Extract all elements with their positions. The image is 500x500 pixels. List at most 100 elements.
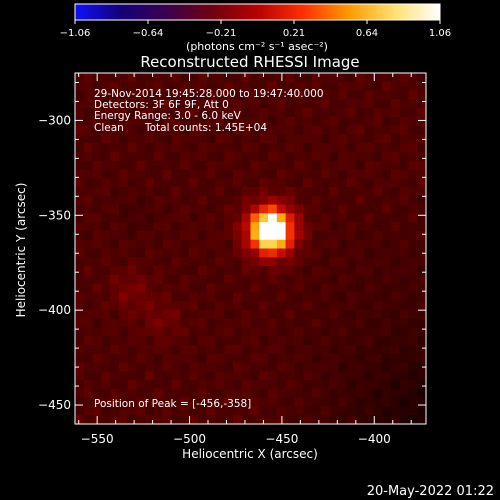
- heatmap-cell: [145, 266, 155, 276]
- heatmap-cell: [180, 301, 190, 311]
- heatmap-cell: [347, 134, 357, 144]
- heatmap-cell: [259, 371, 269, 381]
- heatmap-cell: [311, 222, 322, 232]
- heatmap-cell: [162, 239, 172, 249]
- heatmap-cell: [294, 415, 304, 424]
- heatmap-cell: [189, 318, 199, 328]
- heatmap-cell: [399, 274, 409, 284]
- heatmap-cell: [303, 274, 313, 284]
- heatmap-cell: [215, 108, 225, 118]
- colorbar-tick-label: 0.21: [283, 28, 305, 39]
- heatmap-cell: [153, 99, 164, 109]
- heatmap-cell: [75, 266, 85, 276]
- heatmap-cell: [197, 151, 208, 162]
- heatmap-cell: [329, 134, 339, 144]
- heatmap-cell: [259, 388, 269, 399]
- heatmap-cell: [162, 213, 172, 223]
- heatmap-cell: [162, 388, 172, 399]
- heatmap-cell: [259, 222, 269, 232]
- heatmap-cell: [75, 397, 85, 407]
- heatmap-cell: [285, 204, 295, 214]
- heatmap-cell: [83, 134, 93, 144]
- heatmap-cell: [329, 187, 339, 197]
- heatmap-cell: [390, 222, 401, 232]
- heatmap-cell: [206, 151, 216, 162]
- heatmap-cell: [311, 371, 322, 381]
- heatmap-cell: [189, 81, 199, 91]
- heatmap-cell: [153, 274, 164, 284]
- heatmap-cell: [268, 222, 278, 232]
- heatmap-cell: [417, 239, 426, 249]
- heatmap-cell: [189, 204, 199, 214]
- heatmap-cell: [75, 99, 85, 109]
- heatmap-cell: [364, 81, 374, 91]
- heatmap-cell: [241, 73, 251, 83]
- heatmap-cell: [241, 151, 251, 162]
- heatmap-cell: [197, 301, 208, 311]
- heatmap-cell: [171, 406, 181, 416]
- heatmap-cell: [232, 301, 243, 311]
- heatmap-cell: [276, 125, 286, 135]
- heatmap-cell: [382, 125, 392, 135]
- heatmap-cell: [373, 415, 383, 424]
- heatmap-cell: [232, 195, 243, 206]
- heatmap-cell: [399, 239, 409, 249]
- heatmap-cell: [153, 108, 164, 118]
- heatmap-cell: [162, 336, 172, 346]
- heatmap-cell: [408, 239, 418, 249]
- heatmap-cell: [224, 283, 234, 293]
- heatmap-cell: [294, 318, 304, 328]
- heatmap-cell: [276, 248, 286, 258]
- heatmap-cell: [408, 90, 418, 100]
- heatmap-cell: [373, 309, 383, 320]
- axis-ticks: −550 −500 −450 −400−300−350−400−450: [38, 73, 426, 446]
- heatmap-cell: [224, 239, 234, 249]
- heatmap-cell: [294, 301, 304, 311]
- heatmap-cell: [180, 160, 190, 170]
- heatmap-cell: [311, 239, 322, 249]
- heatmap-cell: [171, 169, 181, 179]
- heatmap-cell: [364, 371, 374, 381]
- heatmap-cell: [338, 327, 348, 337]
- heatmap-cell: [338, 134, 348, 144]
- heatmap-cell: [329, 318, 339, 328]
- heatmap-cell: [364, 309, 374, 320]
- heatmap-cell: [417, 257, 426, 267]
- heatmap-cell: [101, 345, 111, 355]
- heatmap-cell: [285, 257, 295, 267]
- heatmap-cell: [110, 388, 120, 399]
- heatmap-cell: [171, 143, 181, 153]
- heatmap-cell: [373, 353, 383, 363]
- heatmap-cell: [224, 204, 234, 214]
- heatmap-cell: [75, 213, 85, 223]
- heatmap-cell: [206, 301, 216, 311]
- heatmap-cell: [390, 380, 401, 390]
- heatmap-cell: [75, 248, 85, 258]
- heatmap-cell: [338, 415, 348, 424]
- heatmap-cell: [268, 108, 278, 118]
- heatmap-cell: [197, 318, 208, 328]
- heatmap-cell: [118, 345, 129, 355]
- heatmap-cell: [347, 116, 357, 127]
- heatmap-cell: [355, 388, 365, 399]
- heatmap-cell: [347, 406, 357, 416]
- heatmap-cell: [162, 73, 172, 83]
- heatmap-cell: [285, 116, 295, 127]
- heatmap-cell: [338, 318, 348, 328]
- heatmap-cell: [250, 336, 260, 346]
- heatmap-cell: [110, 274, 120, 284]
- heatmap-cell: [215, 345, 225, 355]
- heatmap-cell: [417, 353, 426, 363]
- heatmap-cell: [303, 327, 313, 337]
- heatmap-cell: [118, 178, 129, 188]
- heatmap-cell: [276, 99, 286, 109]
- heatmap-cell: [303, 99, 313, 109]
- heatmap-cell: [382, 222, 392, 232]
- heatmap-cell: [145, 248, 155, 258]
- heatmap-cell: [189, 406, 199, 416]
- heatmap-cell: [355, 169, 365, 179]
- heatmap-cell: [276, 406, 286, 416]
- heatmap-cell: [153, 195, 164, 206]
- heatmap-cell: [250, 116, 260, 127]
- heatmap-cell: [382, 283, 392, 293]
